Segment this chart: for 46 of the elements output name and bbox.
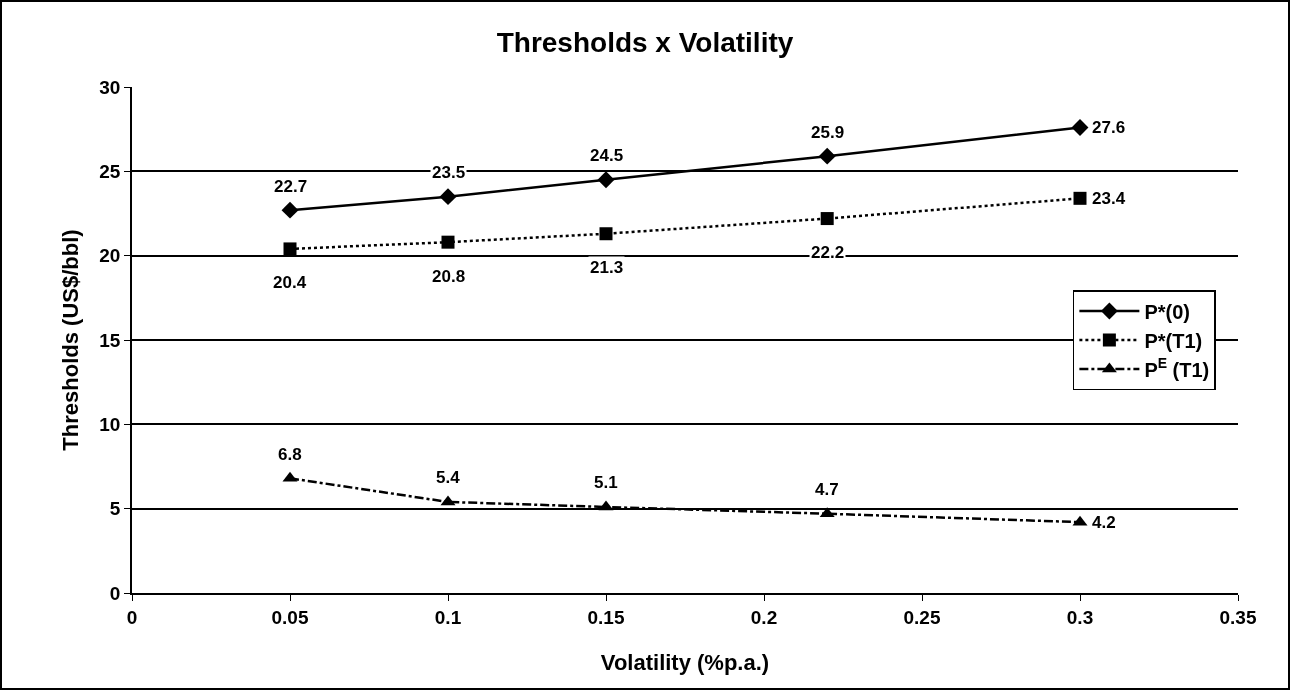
y-tick-label: 0 <box>109 582 121 604</box>
data-label: 4.2 <box>1092 513 1116 532</box>
legend-label: P$^{E}$ (T1) <box>1144 355 1210 381</box>
point <box>281 201 299 219</box>
legend-label: P*(0) <box>1144 300 1190 323</box>
y-tick-label: 15 <box>99 329 121 351</box>
y-tick-label: 10 <box>99 413 121 435</box>
y-axis-title: Thresholds (US$/bbl) <box>57 229 83 451</box>
y-tick-label: 25 <box>99 160 121 182</box>
x-tick-label: 0.1 <box>434 606 462 628</box>
x-axis-title: Volatility (%p.a.) <box>600 649 770 675</box>
x-tick-label: 0.2 <box>750 606 778 628</box>
point <box>1071 119 1089 136</box>
point <box>441 235 455 249</box>
y-tick-label: 20 <box>99 245 121 267</box>
chart-title: Thresholds x Volatility <box>496 27 794 59</box>
data-label: 23.5 <box>432 163 466 182</box>
data-label: 22.7 <box>274 177 308 196</box>
data-label: 21.3 <box>590 258 624 277</box>
x-tick-label: 0.15 <box>587 606 625 628</box>
x-tick-label: 0.05 <box>271 606 309 628</box>
point <box>820 212 834 226</box>
data-label: 5.4 <box>436 468 461 487</box>
point <box>599 227 613 241</box>
data-label: 4.7 <box>815 480 839 499</box>
data-label: 5.1 <box>594 473 618 492</box>
point <box>439 188 457 206</box>
data-label: 23.4 <box>1092 189 1126 208</box>
data-label: 20.4 <box>273 273 307 292</box>
data-label: 24.5 <box>590 146 624 165</box>
x-tick-label: 0.35 <box>1219 606 1257 628</box>
point <box>283 242 297 256</box>
y-tick-label: 5 <box>109 498 121 520</box>
data-label: 6.8 <box>278 445 302 464</box>
x-tick-label: 0.3 <box>1066 606 1094 628</box>
point <box>1073 191 1087 205</box>
legend-label: P*(T1) <box>1144 329 1203 352</box>
y-tick-label: 30 <box>99 76 121 98</box>
data-label: 20.8 <box>432 267 466 286</box>
x-tick-label: 0.25 <box>903 606 941 628</box>
data-label: 22.2 <box>811 243 845 262</box>
data-label: 25.9 <box>811 123 845 142</box>
point <box>818 147 836 165</box>
point <box>597 171 615 189</box>
data-label: 27.6 <box>1092 118 1126 137</box>
x-tick-label: 0 <box>126 606 138 628</box>
